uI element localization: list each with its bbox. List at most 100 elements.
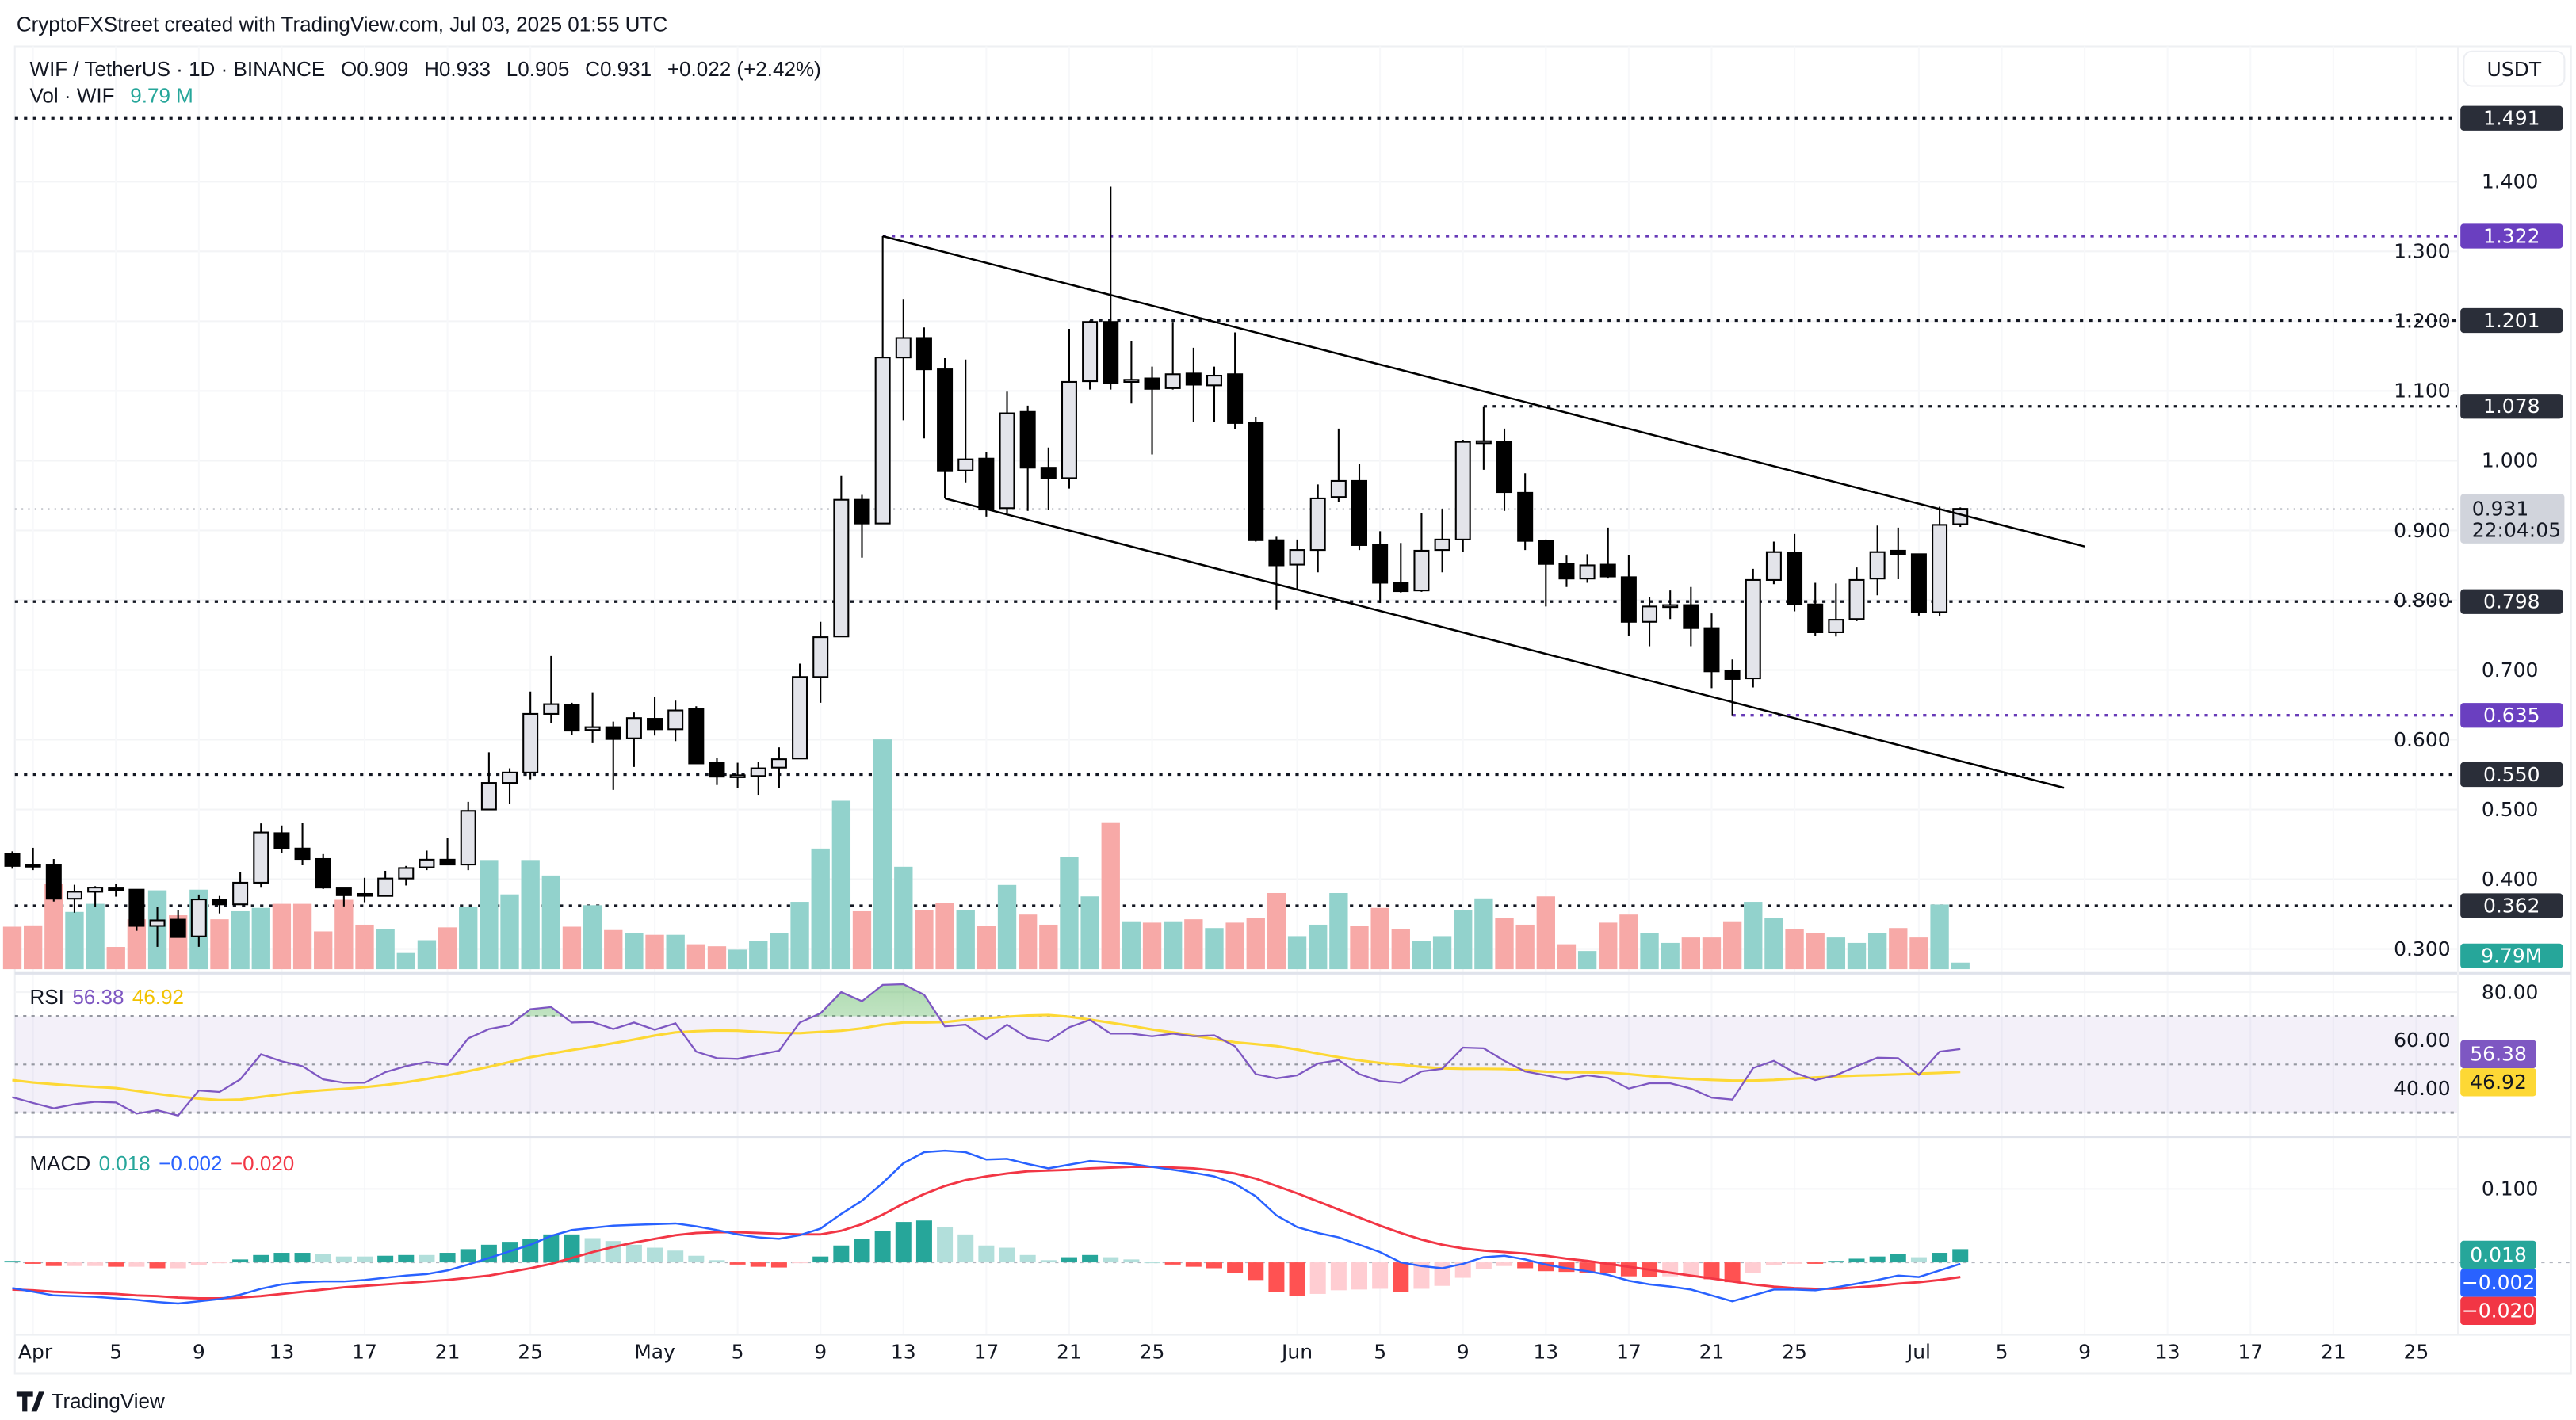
volume-badge-text: 9.79M [2481, 945, 2542, 968]
channel-trendline[interactable] [944, 497, 2065, 789]
candle-body [1745, 578, 1761, 680]
candle-body [792, 676, 808, 760]
candle-body [1932, 524, 1948, 613]
volume-bar [1951, 962, 1970, 970]
volume-bar [1764, 918, 1783, 970]
macd-histogram-bar [1869, 1256, 1886, 1263]
candle-body [688, 708, 705, 765]
macd-histogram-bar [522, 1239, 539, 1263]
time-axis[interactable]: Apr 5 9 13 17 21 25 May 5 9 13 17 21 25 Jun 5 9 13 17 21 25 J… [18, 1341, 2429, 1364]
macd-histogram-bar [4, 1261, 21, 1263]
time-day-label: 25 [2404, 1341, 2429, 1364]
macd-histogram-bar [1061, 1257, 1077, 1263]
low-value: 0.905 [518, 57, 569, 81]
macd-histogram-bar [1724, 1262, 1741, 1283]
macd-histogram-bar [253, 1254, 269, 1263]
macd-histogram-bar [335, 1256, 352, 1263]
macd-histogram-bar [1496, 1262, 1513, 1266]
volume-bar [127, 919, 147, 970]
candle-body [522, 712, 539, 773]
macd-histogram-bar [128, 1262, 145, 1267]
currency-button[interactable]: USDT [2463, 50, 2566, 87]
high-value: 0.933 [439, 57, 491, 81]
level-price-badge [2460, 703, 2563, 728]
volume-bar [1142, 922, 1162, 970]
time-day-label: 9 [1457, 1341, 1470, 1364]
volume-bar [977, 926, 996, 970]
macd-histogram-bar [625, 1244, 642, 1263]
close-value: 0.931 [600, 57, 652, 81]
attribution-text: CryptoFXStreet created with TradingView.… [17, 13, 667, 36]
chart-frame [13, 45, 2572, 1375]
price-axis[interactable]: 0.300 0.400 0.500 0.600 0.700 0.800 0.900 1.000… [2394, 105, 2565, 1326]
volume-bar [1722, 921, 1742, 970]
time-day-label: 13 [2155, 1341, 2180, 1364]
macd-pane: MACD 0.018 −0.002 −0.020 [4, 1149, 2571, 1305]
volume-bar [1474, 898, 1493, 970]
candle-body [1703, 627, 1720, 673]
candle-body [480, 782, 497, 811]
price-tick-label: 1.400 [2482, 170, 2539, 193]
volume-bar [811, 848, 830, 970]
volume-bar [1205, 928, 1224, 970]
volume-bar [1495, 918, 1514, 970]
macd-histogram-bar [1330, 1262, 1347, 1291]
candle-body [4, 853, 21, 867]
macd-histogram-bar [1910, 1257, 1927, 1263]
volume-bar [1577, 951, 1597, 970]
volume-label: Vol · WIF [30, 83, 115, 107]
rsi-tick-label: 60.00 [2394, 1029, 2451, 1052]
macd-histogram-bar [1164, 1262, 1181, 1265]
macd-histogram-bar [211, 1262, 227, 1264]
volume-bar [831, 800, 851, 970]
volume-bar [210, 919, 229, 970]
macd-histogram-bar [1144, 1262, 1160, 1264]
time-day-label: 17 [352, 1341, 377, 1364]
tradingview-logo-icon [16, 1391, 44, 1412]
volume-bar [396, 952, 415, 970]
time-day-label: 9 [193, 1341, 205, 1364]
time-day-label: 21 [435, 1341, 461, 1364]
candle-body [1807, 603, 1824, 633]
time-day-label: 13 [891, 1341, 916, 1364]
candle-body [1538, 540, 1554, 565]
channel-trendline[interactable] [882, 235, 2085, 548]
macd-histogram-bar [1848, 1258, 1865, 1263]
time-day-label: 25 [1140, 1341, 1165, 1364]
macd-histogram-bar [1620, 1262, 1637, 1277]
macd-histogram-bar [688, 1255, 705, 1263]
last-price-badge [2460, 494, 2565, 544]
candle-body [211, 899, 227, 906]
volume-bar [915, 910, 934, 970]
macd-histogram-bar [564, 1234, 580, 1263]
macd-histogram-bar [1227, 1262, 1244, 1273]
time-day-label: 17 [2238, 1341, 2263, 1364]
price-tick-label: 0.400 [2482, 868, 2539, 891]
volume-legend: Vol · WIF 9.79 M [30, 83, 193, 107]
descending-channel[interactable] [882, 235, 2085, 789]
volume-bar [1080, 896, 1099, 970]
volume-bar [355, 924, 374, 970]
time-day-label: 21 [1699, 1341, 1725, 1364]
macd-hist-badge [2460, 1240, 2536, 1269]
macd-histogram-bar [957, 1234, 974, 1263]
volume-bar [1619, 914, 1638, 970]
candle-body [1123, 379, 1140, 383]
candle-body [1910, 553, 1927, 613]
candle-body [1103, 321, 1119, 384]
tradingview-logo[interactable]: TradingView [16, 1389, 165, 1413]
volume-bar [231, 910, 250, 970]
volume-bar [1019, 914, 1038, 970]
rsi-line [12, 983, 1961, 1117]
candle-body [25, 864, 41, 868]
candle-body [460, 810, 476, 866]
candle-body [1351, 479, 1368, 546]
volume-bar [1744, 902, 1763, 970]
price-tick-label: 0.300 [2394, 937, 2451, 960]
rsi-ma-badge [2460, 1068, 2536, 1097]
volume-bars [2, 739, 1970, 970]
volume-bar [1536, 896, 1555, 970]
candle-body [1289, 549, 1305, 566]
open-label: O [341, 57, 357, 81]
